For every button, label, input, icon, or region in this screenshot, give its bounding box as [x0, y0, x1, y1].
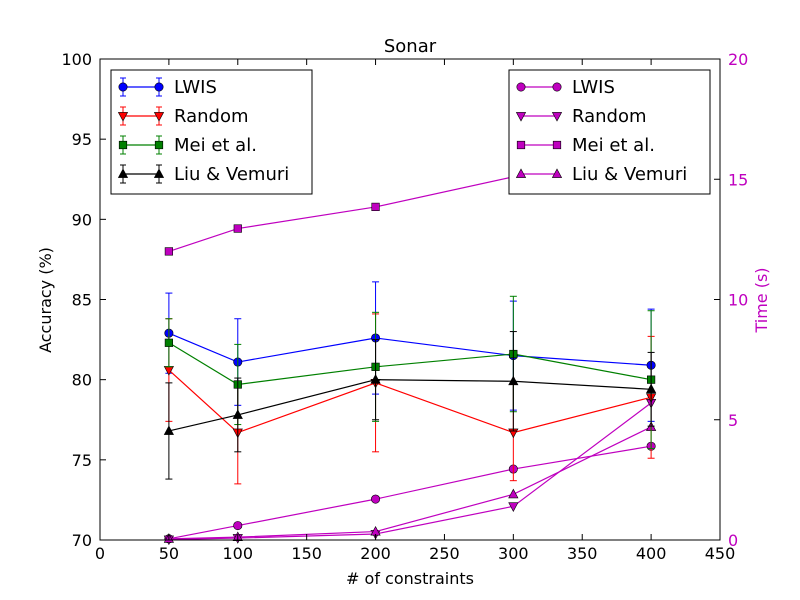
legend-box — [110, 69, 313, 195]
ticks-layer: 0 50 100 150 200 250 300 350 400 4507075808590951… — [61, 50, 748, 563]
legend-label-random: Random — [572, 106, 647, 127]
y-axis-label-right: Time (s) — [752, 267, 771, 333]
legend-label-liu-vemuri: Liu & Vemuri — [174, 164, 289, 185]
time-point-lwis — [371, 494, 381, 504]
legend-marker — [117, 112, 129, 122]
legend-marker — [516, 140, 526, 150]
x-tick-label: 200 — [360, 544, 391, 563]
legend-marker — [154, 82, 164, 92]
legend-label-lwis: LWIS — [174, 77, 217, 98]
time-point-mei-et-al — [164, 247, 173, 256]
accuracy-series-liu-vemuri — [163, 331, 657, 480]
time-point-mei-et-al — [233, 224, 242, 233]
y-tick-label-left: 80 — [72, 371, 92, 390]
time-point-mei-et-al — [371, 202, 380, 212]
y-tick-label-right: 15 — [728, 170, 748, 189]
y-tick-label-right: 5 — [728, 411, 738, 430]
x-tick-label: 400 — [636, 544, 667, 563]
x-tick-label: 0 — [95, 544, 105, 563]
legend-marker — [153, 112, 165, 122]
legend-label-liu-vemuri: Liu & Vemuri — [572, 164, 687, 185]
accuracy-point-liu-vemuri — [163, 425, 174, 435]
legend-accuracy: LWIS Random Mei et al. Liu & Vemuri — [110, 69, 313, 195]
y-tick-label-left: 85 — [72, 291, 92, 310]
x-tick-label: 300 — [498, 544, 529, 563]
legend-marker — [154, 140, 164, 150]
legend-marker — [552, 140, 562, 150]
y-tick-label-right: 10 — [728, 291, 748, 310]
legend-marker — [117, 168, 129, 178]
y-tick-label-right: 20 — [728, 50, 748, 69]
accuracy-point-liu-vemuri — [232, 409, 243, 419]
chart-title: Sonar — [384, 36, 437, 57]
legend-marker — [118, 82, 128, 92]
y-tick-label-left: 90 — [72, 210, 92, 229]
x-tick-label: 150 — [291, 544, 322, 563]
accuracy-point-liu-vemuri — [508, 375, 519, 386]
y-axis-label-left: Accuracy (%) — [36, 247, 55, 353]
x-tick-label: 450 — [705, 544, 736, 563]
accuracy-point-liu-vemuri — [646, 383, 657, 394]
legend-marker — [515, 168, 527, 178]
time-point-lwis — [233, 521, 243, 531]
x-tick-label: 50 — [159, 544, 179, 563]
x-axis-label: # of constraints — [346, 569, 474, 588]
x-tick-label: 350 — [567, 544, 598, 563]
accuracy-point-liu-vemuri — [370, 374, 381, 384]
time-point-random — [508, 502, 519, 512]
y-tick-label-left: 100 — [61, 50, 92, 69]
x-tick-label: 250 — [429, 544, 460, 563]
y-tick-label-left: 95 — [72, 130, 92, 149]
legend-label-mei-et-al: Mei et al. — [572, 135, 655, 156]
legend-time: LWIS Random Mei et al. Liu & Vemuri — [508, 69, 711, 195]
legend-marker — [551, 168, 563, 178]
legend-marker — [552, 82, 562, 92]
x-tick-label: 100 — [223, 544, 254, 563]
y-tick-label-left: 75 — [72, 451, 92, 470]
y-tick-label-left: 70 — [72, 531, 92, 550]
legend-box — [508, 69, 711, 195]
legend-marker — [551, 112, 563, 122]
legend-label-mei-et-al: Mei et al. — [174, 135, 257, 156]
accuracy-point-mei-et-al — [164, 338, 173, 347]
legend-label-random: Random — [174, 106, 249, 127]
y-tick-label-right: 0 — [728, 531, 738, 550]
legend-marker — [118, 140, 128, 150]
legend-marker — [515, 112, 527, 122]
legend-marker — [153, 168, 165, 178]
time-point-liu-vemuri — [508, 488, 519, 499]
legend-marker — [516, 82, 526, 92]
legend-label-lwis: LWIS — [572, 77, 615, 98]
